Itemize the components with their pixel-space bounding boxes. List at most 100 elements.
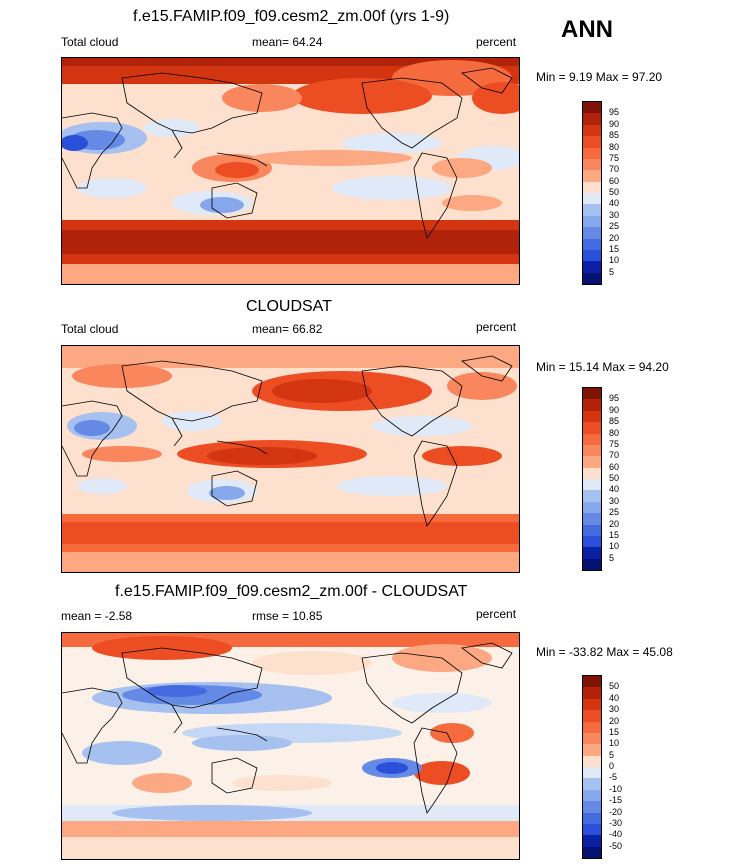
panel3-colorbar [582, 675, 602, 859]
colorbar-tick-label: 85 [609, 130, 620, 141]
colorbar-tick-label: 80 [609, 427, 620, 438]
colorbar-bin [583, 124, 601, 137]
colorbar-tick-label: 10 [609, 541, 620, 552]
panel3-map-field [62, 633, 519, 859]
colorbar-tick-label: 95 [609, 393, 620, 404]
colorbar-tick-label: 40 [609, 198, 620, 209]
colorbar-tick-label: 30 [609, 704, 620, 715]
colorbar-bin [583, 676, 601, 688]
panel1-variable-label: Total cloud [61, 35, 119, 49]
panel2-map [61, 345, 520, 573]
colorbar-bin [583, 410, 601, 423]
colorbar-bin [583, 215, 601, 228]
colorbar-tick-label: 60 [609, 175, 620, 186]
panel1-minmax: Min = 9.19 Max = 97.20 [536, 70, 663, 84]
colorbar-bin [583, 710, 601, 722]
colorbar-bin [583, 102, 601, 114]
colorbar-bin [583, 433, 601, 445]
colorbar-tick-label: 30 [609, 209, 620, 220]
colorbar-tick-label: 40 [609, 692, 620, 703]
colorbar-bin [583, 204, 601, 216]
colorbar-bin [583, 789, 601, 802]
colorbar-bin [583, 755, 601, 767]
colorbar-tick-label: 50 [609, 187, 620, 197]
colorbar-bin [583, 113, 601, 125]
panel2-title: CLOUDSAT [246, 298, 332, 315]
colorbar-tick-label: 10 [609, 255, 620, 266]
colorbar-bin [583, 388, 601, 400]
colorbar-bin [583, 170, 601, 182]
colorbar-tick-label: 5 [609, 266, 615, 277]
colorbar-tick-label: -15 [609, 795, 623, 806]
colorbar-bin [583, 181, 601, 193]
colorbar-bin [583, 732, 601, 745]
colorbar-bin [583, 444, 601, 457]
colorbar-tick-label: -30 [609, 817, 623, 828]
colorbar-tick-label: 90 [609, 404, 620, 415]
colorbar-bin [583, 147, 601, 159]
colorbar-tick-label: -20 [609, 806, 623, 817]
colorbar-bin [583, 422, 601, 434]
panel3-title: f.e15.FAMIP.f09_f09.cesm2_zm.00f - CLOUD… [115, 583, 468, 600]
colorbar-bin [583, 524, 601, 536]
colorbar-bin [583, 227, 601, 239]
colorbar-tick-label: 80 [609, 141, 620, 152]
colorbar-tick-label: 90 [609, 118, 620, 129]
colorbar-tick-label: 95 [609, 107, 620, 118]
panel2-mean-label: mean= 66.82 [252, 322, 323, 336]
colorbar-tick-label: 75 [609, 438, 620, 449]
colorbar-tick-label: 0 [609, 761, 615, 771]
panel2-minmax: Min = 15.14 Max = 94.20 [536, 360, 669, 374]
colorbar-tick-label: 25 [609, 507, 620, 518]
colorbar-bin [583, 801, 601, 813]
panel1-units-label: percent [476, 35, 517, 49]
colorbar-bin [583, 249, 601, 262]
colorbar-bin [583, 513, 601, 525]
colorbar-tick-label: 20 [609, 715, 620, 726]
colorbar-bin [583, 261, 601, 273]
colorbar-tick-label: 5 [609, 552, 615, 563]
panel3-units-label: percent [476, 607, 517, 621]
panel2-variable-label: Total cloud [61, 322, 119, 336]
colorbar-tick-label: -50 [609, 840, 623, 851]
panel2-map-field [62, 346, 519, 572]
panel1-map [61, 57, 520, 285]
colorbar-bin [583, 812, 601, 824]
colorbar-bin [583, 687, 601, 699]
panel2-units-label: percent [476, 320, 517, 334]
panel3-minmax: Min = -33.82 Max = 45.08 [536, 645, 673, 659]
colorbar-tick-label: 70 [609, 164, 620, 175]
panel2-colorbar [582, 387, 602, 571]
panel1-mean-label: mean= 64.24 [252, 35, 323, 49]
colorbar-tick-label: 70 [609, 450, 620, 461]
colorbar-tick-label: 15 [609, 726, 620, 737]
colorbar-bin [583, 456, 601, 468]
colorbar-bin [583, 835, 601, 847]
colorbar-tick-label: 60 [609, 461, 620, 472]
colorbar-tick-label: 10 [609, 738, 620, 749]
colorbar-tick-label: 20 [609, 232, 620, 243]
colorbar-bin [583, 846, 601, 858]
colorbar-bin [583, 721, 601, 733]
colorbar-bin [583, 467, 601, 479]
colorbar-tick-label: -10 [609, 783, 623, 794]
panel3-mean-label: mean = -2.58 [61, 609, 133, 623]
colorbar-tick-label: 30 [609, 495, 620, 506]
colorbar-bin [583, 744, 601, 756]
panel1-map-field [62, 58, 519, 284]
panel1-colorbar [582, 101, 602, 285]
colorbar-tick-label: 20 [609, 518, 620, 529]
panel1-title: f.e15.FAMIP.f09_f09.cesm2_zm.00f (yrs 1-… [133, 8, 450, 25]
colorbar-tick-label: 5 [609, 749, 615, 760]
colorbar-bin [583, 535, 601, 548]
season-label: ANN [561, 16, 613, 43]
colorbar-tick-label: -5 [609, 772, 618, 783]
colorbar-tick-label: 40 [609, 484, 620, 495]
colorbar-tick-label: 15 [609, 243, 620, 254]
colorbar-tick-label: -40 [609, 829, 623, 840]
colorbar-bin [583, 558, 601, 570]
colorbar-bin [583, 698, 601, 711]
colorbar-bin [583, 158, 601, 171]
colorbar-bin [583, 238, 601, 250]
colorbar-bin [583, 193, 601, 205]
